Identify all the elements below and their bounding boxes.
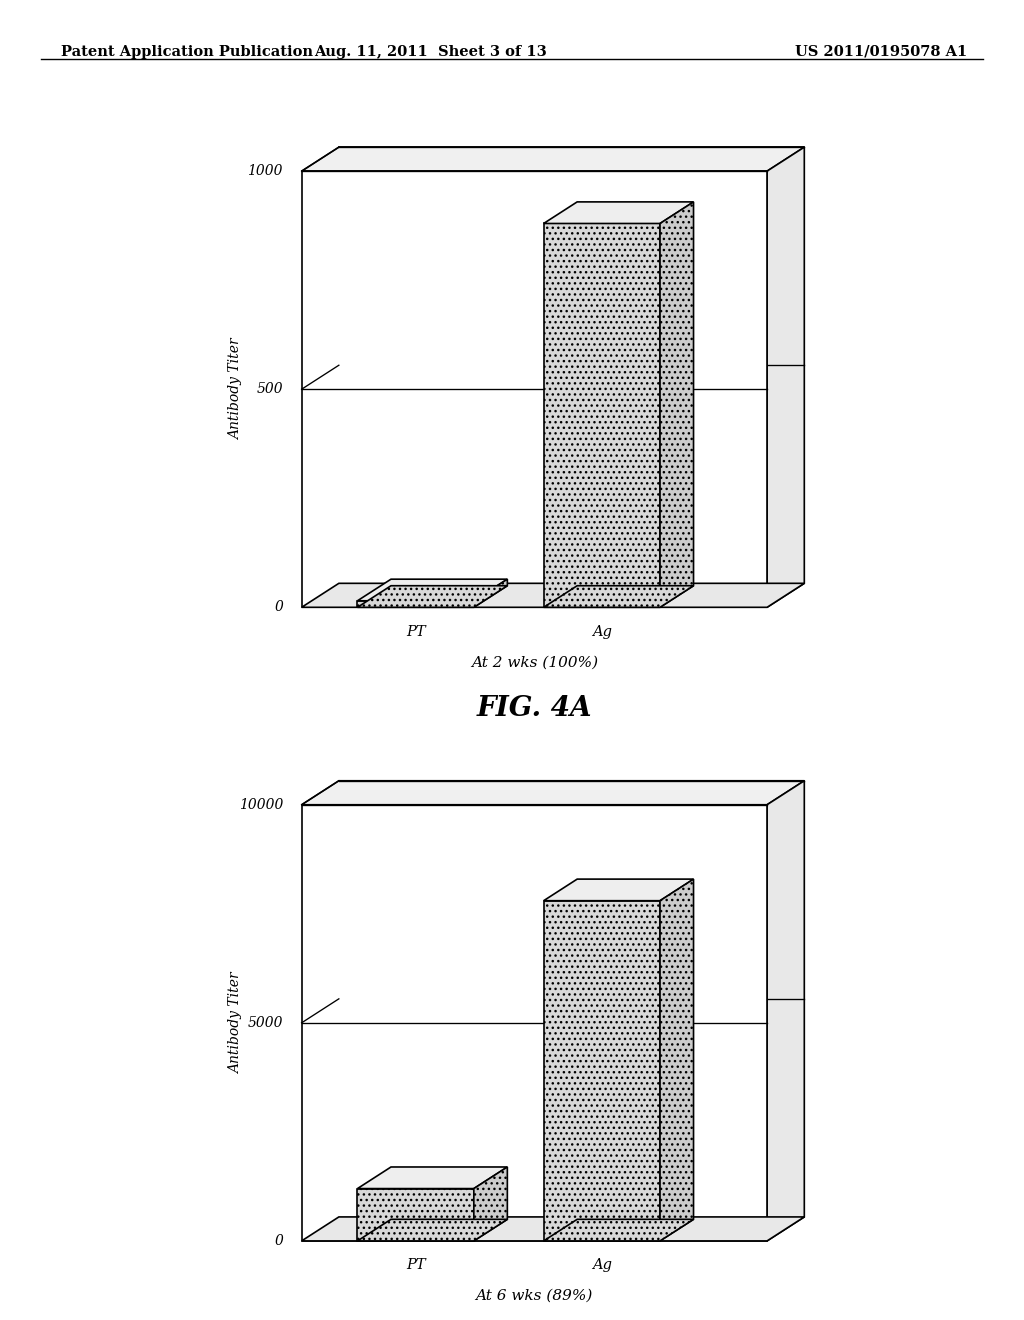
Polygon shape [544,223,660,607]
Polygon shape [544,586,693,607]
Text: At 2 wks (100%): At 2 wks (100%) [471,655,598,669]
Polygon shape [302,780,804,805]
Polygon shape [357,1220,507,1241]
Polygon shape [302,805,767,1241]
Polygon shape [767,780,804,1241]
Text: PT: PT [406,1258,425,1272]
Polygon shape [302,583,804,607]
Polygon shape [544,202,693,223]
Polygon shape [474,1167,507,1241]
Polygon shape [302,172,767,607]
Text: 10000: 10000 [239,797,283,812]
Polygon shape [660,202,693,607]
Polygon shape [767,147,804,607]
Text: FIG. 4A: FIG. 4A [476,694,592,722]
Text: Ag: Ag [592,624,611,639]
Polygon shape [357,1188,474,1241]
Text: Ag: Ag [592,1258,611,1272]
Polygon shape [544,1220,693,1241]
Polygon shape [357,579,507,601]
Polygon shape [302,147,804,172]
Text: US 2011/0195078 A1: US 2011/0195078 A1 [796,45,968,59]
Polygon shape [544,900,660,1241]
Polygon shape [660,879,693,1241]
Text: Patent Application Publication: Patent Application Publication [61,45,313,59]
Polygon shape [339,780,804,1217]
Polygon shape [357,586,507,607]
Polygon shape [544,879,693,900]
Text: Antibody Titer: Antibody Titer [229,972,244,1073]
Text: 0: 0 [274,601,283,614]
Text: 5000: 5000 [248,1016,283,1030]
Polygon shape [357,601,474,607]
Text: 500: 500 [256,383,283,396]
Text: 1000: 1000 [248,164,283,178]
Polygon shape [474,579,507,607]
Polygon shape [302,1217,804,1241]
Text: Aug. 11, 2011  Sheet 3 of 13: Aug. 11, 2011 Sheet 3 of 13 [313,45,547,59]
Polygon shape [357,1167,507,1188]
Text: 0: 0 [274,1234,283,1247]
Polygon shape [339,147,804,583]
Text: Antibody Titer: Antibody Titer [229,338,244,440]
Text: PT: PT [406,624,425,639]
Text: At 6 wks (89%): At 6 wks (89%) [476,1288,593,1303]
